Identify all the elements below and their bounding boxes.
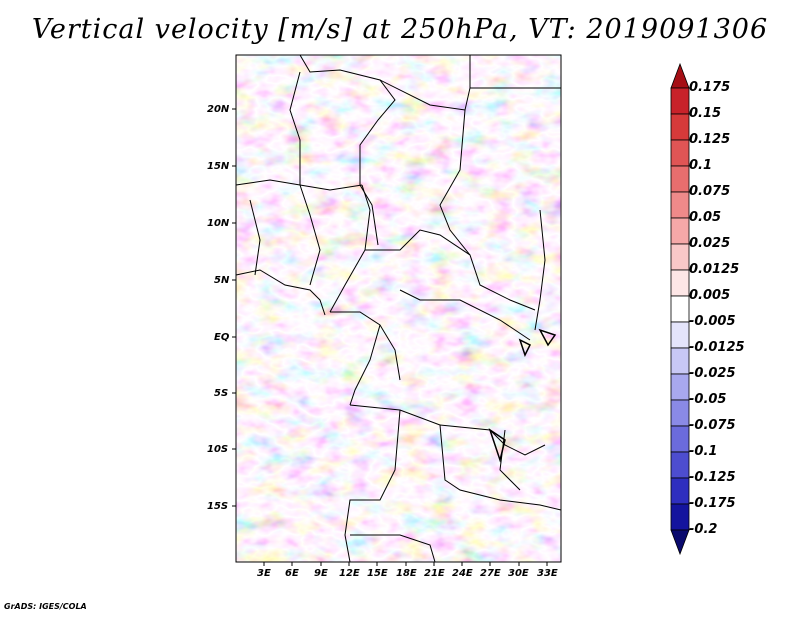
colorbar-label: 0.15 [689,106,722,121]
colorbar-label: -0.075 [689,418,736,433]
lon-label: 27E [480,568,501,579]
lon-label: 24E [452,568,473,579]
lat-label: 15N [207,161,230,172]
lon-label: 9E [314,568,328,579]
colorbar-segment [670,165,690,193]
colorbar-segment [670,113,690,141]
lon-label: 33E [537,568,558,579]
colorbar-label: 0.1 [689,158,713,173]
colorbar-segment [670,321,690,349]
country-borders [235,54,562,563]
colorbar-label: -0.1 [689,444,718,459]
colorbar-label: 0.0125 [689,262,740,277]
chart-title: Vertical velocity [m/s] at 250hPa, VT: 2… [31,14,769,45]
lat-label: 10N [207,218,230,229]
colorbar-segment [670,425,690,453]
colorbar-segment [670,87,690,115]
map-frame [235,54,562,563]
colorbar-segment [670,139,690,167]
lon-label: 30E [508,568,529,579]
colorbar-segment [670,217,690,245]
lat-label: 5N [214,275,230,286]
colorbar-label: -0.05 [689,392,727,407]
colorbar-segment [670,191,690,219]
colorbar-segment [670,373,690,401]
colorbar-arrow-top [670,62,690,89]
colorbar-label: 0.025 [689,236,731,251]
colorbar [670,62,690,556]
velocity-field-texture [236,55,561,562]
colorbar-segment [670,477,690,505]
colorbar-label: -0.005 [689,314,736,329]
colorbar-segment [670,503,690,531]
colorbar-label: -0.025 [689,366,736,381]
lat-label: 15S [207,501,229,512]
colorbar-label: 0.005 [689,288,731,303]
colorbar-segment [670,295,690,323]
colorbar-label: 0.05 [689,210,722,225]
colorbar-label: 0.175 [689,80,731,95]
colorbar-segment [670,451,690,479]
lat-label: 10S [207,444,229,455]
lat-label: 20N [207,104,230,115]
colorbar-label: -0.125 [689,470,736,485]
colorbar-label: 0.075 [689,184,731,199]
lon-label: 21E [424,568,445,579]
colorbar-label: -0.0125 [689,340,745,355]
lon-label: 15E [367,568,388,579]
colorbar-segment [670,347,690,375]
lat-label: 5S [214,388,229,399]
colorbar-label: -0.2 [689,522,718,537]
lakes [488,328,557,463]
lon-label: 3E [257,568,271,579]
lon-label: 6E [285,568,299,579]
lon-label: 18E [396,568,417,579]
colorbar-arrow-bottom [670,529,690,556]
colorbar-segment [670,243,690,271]
lat-label: EQ [214,332,230,343]
lon-label: 12E [339,568,360,579]
colorbar-segment [670,269,690,297]
grads-credit: GrADS: IGES/COLA [4,602,87,611]
colorbar-segment [670,399,690,427]
colorbar-label: 0.125 [689,132,731,147]
colorbar-label: -0.175 [689,496,736,511]
